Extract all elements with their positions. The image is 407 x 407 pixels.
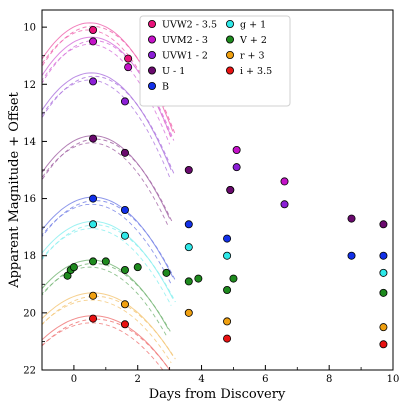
- legend-marker: [225, 35, 234, 44]
- data-point: [379, 268, 388, 277]
- data-point: [120, 265, 129, 274]
- x-tick-label: 0: [71, 374, 77, 385]
- legend-label: g + 1: [240, 19, 266, 30]
- data-point: [232, 145, 241, 154]
- y-tick-label: 20: [23, 308, 36, 319]
- model-curve: [42, 318, 171, 370]
- data-point: [379, 288, 388, 297]
- data-point: [162, 268, 171, 277]
- legend-label: U - 1: [162, 66, 185, 77]
- model-curve: [42, 322, 164, 370]
- legend-marker: [225, 51, 234, 60]
- legend-marker: [225, 19, 234, 28]
- data-point: [89, 37, 98, 46]
- data-point: [120, 148, 129, 157]
- data-point: [89, 291, 98, 300]
- x-tick-label: 4: [198, 374, 204, 385]
- legend-label: i + 3.5: [240, 66, 272, 77]
- data-points: [63, 25, 388, 349]
- x-tick-label: 8: [326, 374, 332, 385]
- legend-label: UVW2 - 3.5: [162, 19, 217, 30]
- x-tick-label: 10: [387, 374, 400, 385]
- data-point: [184, 165, 193, 174]
- model-curve: [42, 295, 176, 360]
- data-point: [101, 257, 110, 266]
- x-axis-ticks: 0 2 4 6 8 10: [71, 365, 400, 385]
- legend: UVW2 - 3.5 UVM2 - 3 UVW1 - 2 U - 1 Bg + 1 V +…: [139, 15, 291, 107]
- data-point: [347, 251, 356, 260]
- legend-label: V + 2: [239, 35, 267, 46]
- legend-marker: [147, 82, 156, 91]
- data-point: [347, 214, 356, 223]
- data-point: [89, 220, 98, 229]
- data-point: [223, 234, 232, 243]
- legend-label: B: [162, 81, 169, 92]
- model-curve: [42, 266, 167, 336]
- data-point: [223, 285, 232, 294]
- data-point: [120, 231, 129, 240]
- model-curve: [42, 203, 172, 285]
- model-curve: [42, 138, 173, 223]
- data-point: [120, 205, 129, 214]
- data-point: [69, 263, 78, 272]
- data-point: [120, 320, 129, 329]
- data-point: [280, 200, 289, 209]
- model-curve: [42, 299, 172, 364]
- legend-marker: [225, 66, 234, 75]
- legend-marker: [147, 19, 156, 28]
- data-point: [133, 263, 142, 272]
- data-point: [124, 63, 133, 72]
- y-tick-label: 16: [23, 194, 36, 205]
- x-tick-label: 6: [262, 374, 268, 385]
- data-point: [184, 243, 193, 252]
- y-tick-label: 18: [23, 251, 36, 262]
- legend-label: UVM2 - 3: [162, 35, 208, 46]
- model-curve: [42, 292, 174, 356]
- data-point: [184, 277, 193, 286]
- y-tick-label: 12: [23, 80, 36, 91]
- data-point: [232, 163, 241, 172]
- data-point: [379, 323, 388, 332]
- plot-frame: [41, 9, 394, 371]
- data-point: [124, 54, 133, 63]
- data-point: [89, 77, 98, 86]
- data-point: [194, 274, 203, 283]
- model-curve: [42, 200, 176, 281]
- data-point: [379, 220, 388, 229]
- data-point: [120, 97, 129, 106]
- model-curve: [42, 135, 171, 219]
- data-point: [379, 251, 388, 260]
- data-point: [89, 314, 98, 323]
- legend-marker: [147, 66, 156, 75]
- data-point: [120, 300, 129, 309]
- data-point: [280, 177, 289, 186]
- y-tick-label: 14: [23, 137, 36, 148]
- data-point: [184, 220, 193, 229]
- y-tick-label: 10: [23, 23, 36, 34]
- y-axis-title: Apparent Magnitude + Offset: [7, 91, 22, 288]
- data-point: [379, 340, 388, 349]
- data-point: [226, 185, 235, 194]
- data-point: [223, 334, 232, 343]
- model-curve: [42, 142, 169, 226]
- y-tick-label: 22: [23, 366, 36, 377]
- data-point: [223, 251, 232, 260]
- legend-marker: [147, 35, 156, 44]
- x-tick-label: 2: [135, 374, 141, 385]
- legend-label: r + 3: [240, 50, 265, 61]
- data-point: [184, 308, 193, 317]
- data-point: [89, 194, 98, 203]
- data-point: [89, 257, 98, 266]
- legend-box: [139, 15, 291, 107]
- data-point: [89, 134, 98, 143]
- data-point: [229, 274, 238, 283]
- legend-label: UVW1 - 2: [162, 50, 208, 61]
- x-axis-title: Days from Discovery: [149, 387, 286, 402]
- y-axis-ticks: 10 12 14 16 18 20 22: [23, 23, 47, 377]
- data-point: [89, 25, 98, 34]
- legend-marker: [147, 51, 156, 60]
- data-point: [223, 317, 232, 326]
